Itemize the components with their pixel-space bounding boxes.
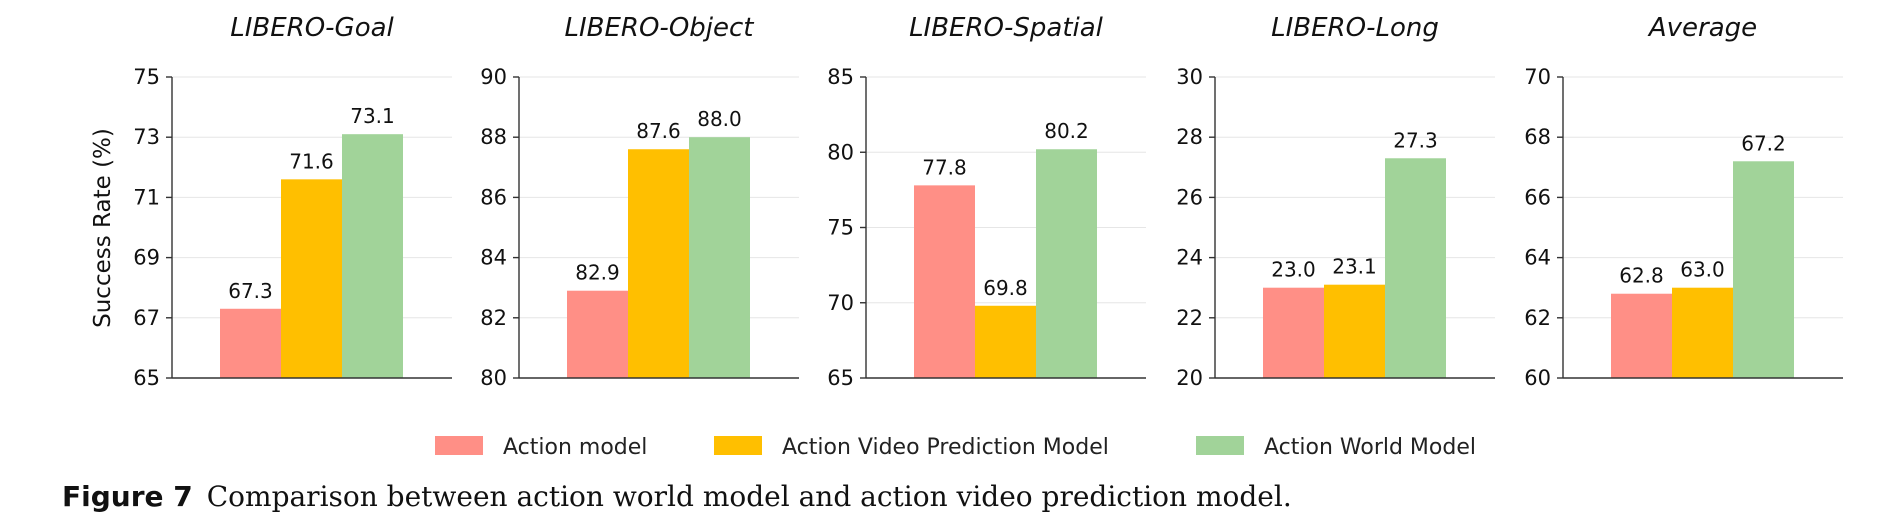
y-tick-label: 80 xyxy=(480,366,507,390)
data-label: 67.2 xyxy=(1741,131,1786,155)
figure-caption: Figure 7 Comparison between action world … xyxy=(62,480,1292,513)
y-tick-label: 86 xyxy=(480,185,507,209)
bar xyxy=(1324,284,1385,378)
legend-label: Action World Model xyxy=(1264,435,1476,460)
y-tick-label: 66 xyxy=(1524,185,1551,209)
bar xyxy=(1611,293,1672,378)
y-tick-label: 22 xyxy=(1176,306,1203,330)
data-label: 77.8 xyxy=(922,155,967,179)
caption-text: Comparison between action world model an… xyxy=(206,480,1292,513)
y-tick-label: 64 xyxy=(1524,246,1551,270)
legend-swatch xyxy=(714,436,762,455)
y-tick-label: 68 xyxy=(1524,125,1551,149)
data-label: 69.8 xyxy=(983,276,1028,300)
y-tick-label: 65 xyxy=(827,366,854,390)
y-tick-label: 65 xyxy=(133,366,160,390)
data-label: 27.3 xyxy=(1393,128,1438,152)
data-label: 71.6 xyxy=(289,149,334,173)
y-tick-label: 26 xyxy=(1176,185,1203,209)
y-tick-label: 62 xyxy=(1524,306,1551,330)
data-label: 88.0 xyxy=(697,107,742,131)
y-tick-label: 71 xyxy=(133,185,160,209)
y-tick-label: 30 xyxy=(1176,65,1203,89)
bar xyxy=(281,179,342,378)
bar xyxy=(628,149,689,378)
data-label: 63.0 xyxy=(1680,258,1725,282)
y-tick-label: 60 xyxy=(1524,366,1551,390)
y-tick-label: 24 xyxy=(1176,246,1203,270)
y-tick-label: 82 xyxy=(480,306,507,330)
bar xyxy=(220,308,281,378)
data-label: 87.6 xyxy=(636,119,681,143)
legend-label: Action model xyxy=(503,435,647,460)
y-tick-label: 84 xyxy=(480,246,507,270)
y-tick-label: 70 xyxy=(827,291,854,315)
bar xyxy=(1385,158,1446,378)
y-tick-label: 75 xyxy=(133,65,160,89)
y-tick-label: 88 xyxy=(480,125,507,149)
bar xyxy=(1733,161,1794,378)
legend-label: Action Video Prediction Model xyxy=(782,435,1109,460)
panel-title: LIBERO-Goal xyxy=(230,13,394,43)
y-tick-label: 28 xyxy=(1176,125,1203,149)
bar xyxy=(1036,149,1097,378)
data-label: 23.0 xyxy=(1271,258,1316,282)
y-tick-label: 20 xyxy=(1176,366,1203,390)
panel-title: Average xyxy=(1647,13,1757,43)
bar xyxy=(689,137,750,378)
data-label: 80.2 xyxy=(1044,119,1089,143)
y-tick-label: 85 xyxy=(827,65,854,89)
panel-title: LIBERO-Long xyxy=(1271,13,1439,43)
data-label: 82.9 xyxy=(575,261,620,285)
chart: 65 67 69 71 73 75 67.3 71.6 73.1 LIBERO-Goal 80 82 8… xyxy=(90,13,1843,460)
bar xyxy=(1263,287,1324,378)
y-tick-label: 75 xyxy=(827,216,854,240)
data-label: 67.3 xyxy=(228,279,273,303)
legend-swatch xyxy=(1196,436,1244,455)
y-tick-label: 90 xyxy=(480,65,507,89)
data-label: 23.1 xyxy=(1332,255,1377,279)
data-label: 73.1 xyxy=(350,104,395,128)
y-tick-label: 70 xyxy=(1524,65,1551,89)
bar xyxy=(567,290,628,378)
legend-swatch xyxy=(435,436,483,455)
y-tick-label: 69 xyxy=(133,246,160,270)
data-label: 62.8 xyxy=(1619,264,1664,288)
bar xyxy=(975,305,1036,378)
y-axis-title: Success Rate (%) xyxy=(90,128,116,328)
bar xyxy=(914,185,975,378)
figure-label: Figure 7 xyxy=(62,480,193,513)
bar xyxy=(1672,287,1733,378)
y-tick-label: 80 xyxy=(827,140,854,164)
y-tick-label: 67 xyxy=(133,306,160,330)
bar xyxy=(342,134,403,378)
y-tick-label: 73 xyxy=(133,125,160,149)
panel-title: LIBERO-Object xyxy=(564,13,754,43)
panel-title: LIBERO-Spatial xyxy=(909,13,1104,43)
